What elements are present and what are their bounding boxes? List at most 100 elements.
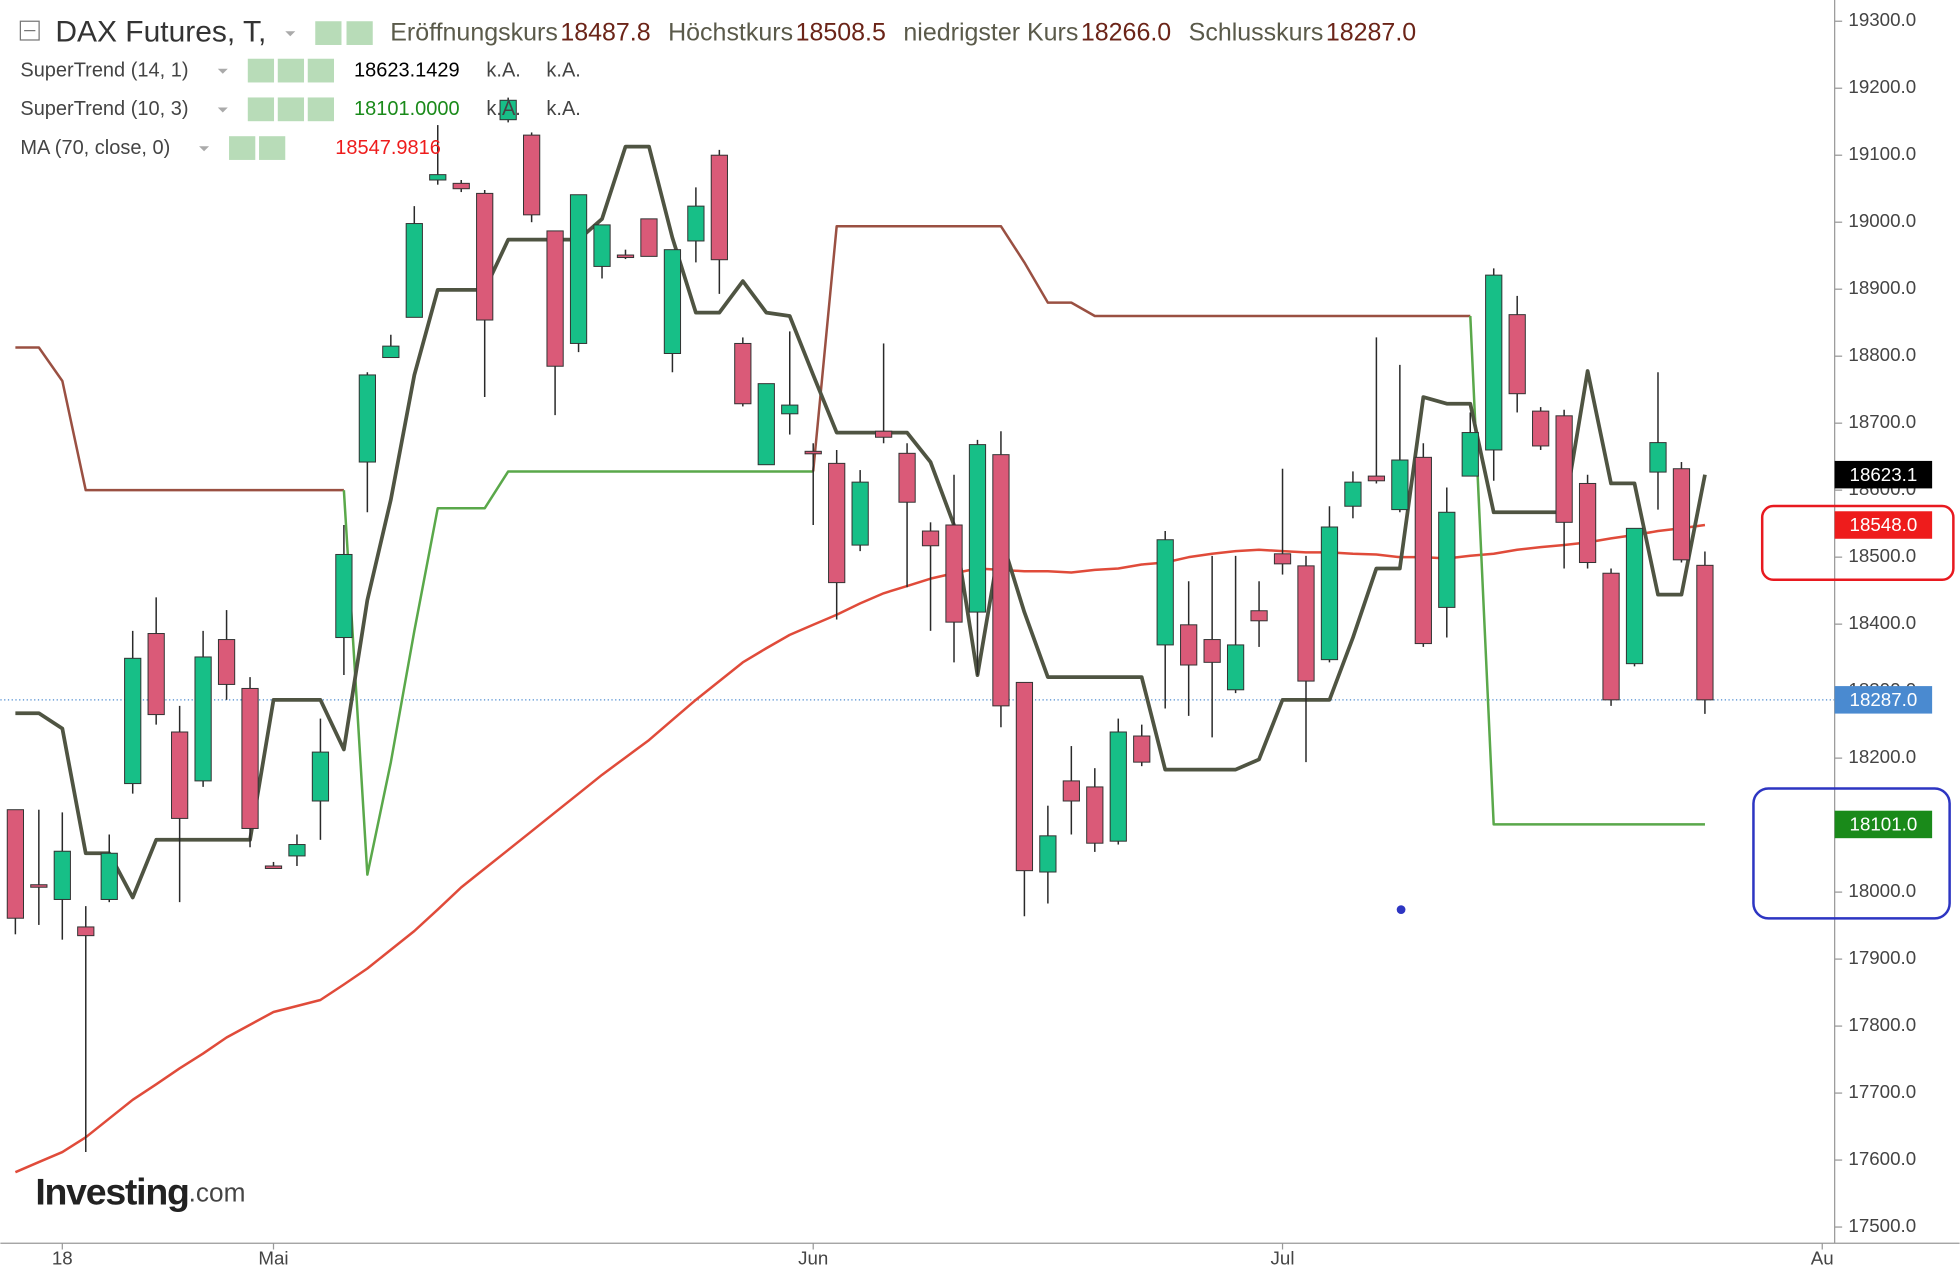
x-tick-label: Au [1811, 1247, 1834, 1268]
indicator-icon[interactable] [277, 58, 305, 83]
candle-body [1086, 786, 1104, 844]
y-tick-label: 19100.0 [1848, 143, 1916, 164]
y-tick-label: 18200.0 [1848, 746, 1916, 767]
candle-body [1273, 553, 1292, 565]
eye-icon[interactable] [315, 21, 342, 45]
legend-value: 18623.1429 [354, 60, 460, 82]
candle-body [663, 249, 682, 355]
candle-body [1485, 274, 1503, 451]
candle-body [828, 462, 846, 584]
candle-body [945, 524, 963, 623]
legend-note: k.A. [546, 98, 580, 120]
plot-area [0, 97, 1835, 1174]
watermark: Investing.com [35, 1170, 245, 1212]
dropdown-caret[interactable] [217, 68, 228, 74]
y-tick-label: 18500.0 [1848, 545, 1916, 566]
collapse-icon[interactable] [19, 20, 40, 41]
legend-label: MA (70, close, 0) [20, 137, 170, 159]
legend: SuperTrend (14, 1) 18623.1429 k.A. k.A. Supe… [20, 58, 581, 160]
candle-body [53, 850, 71, 900]
candle-body [1250, 610, 1268, 622]
indicator-icon[interactable] [307, 58, 335, 83]
candle-body [288, 844, 306, 857]
candle-body [30, 884, 48, 888]
candle-body [921, 530, 940, 547]
candle-body [1532, 410, 1550, 447]
candle-body [1461, 432, 1479, 477]
candle-body [710, 154, 728, 261]
candle-body [898, 452, 916, 503]
candle-body [1062, 780, 1080, 802]
dropdown-caret[interactable] [217, 107, 228, 113]
legend-label: SuperTrend (14, 1) [20, 60, 188, 82]
price-badge [1834, 460, 1933, 489]
summary-label: niedrigster Kurs [903, 18, 1078, 46]
candle-body [452, 182, 470, 190]
candle-body [757, 383, 775, 466]
candle-body [734, 342, 752, 405]
candle-body [804, 450, 822, 455]
legend-value: 18101.0000 [354, 98, 460, 120]
candle-body [429, 174, 447, 181]
candle-body [1133, 735, 1151, 763]
candle-body [992, 454, 1010, 707]
y-tick-label: 18000.0 [1848, 880, 1916, 901]
candle-body [124, 657, 142, 785]
indicator-icon[interactable] [307, 97, 335, 122]
indicator-icon[interactable] [229, 136, 256, 160]
y-tick-label: 18400.0 [1848, 612, 1916, 633]
summary-value: 18287.0 [1326, 18, 1416, 46]
summary-label: Höchstkurs [668, 18, 793, 46]
legend-value: 18547.9816 [335, 137, 441, 159]
indicator-line [1469, 315, 1705, 826]
candle-body [1156, 539, 1174, 646]
candle-body [1344, 481, 1362, 507]
dropdown-caret[interactable] [199, 146, 210, 152]
indicator-icon[interactable] [259, 136, 286, 160]
candle-body [593, 224, 611, 267]
header: DAX Futures, T, Eröffnungskurs 18487.8 Höc… [19, 16, 1416, 49]
price-badge [1834, 511, 1933, 539]
summary-value: 18266.0 [1081, 18, 1171, 46]
marker-dot [1396, 905, 1406, 915]
candle-body [781, 404, 799, 415]
candle-body [100, 852, 118, 900]
y-tick-label: 19200.0 [1848, 76, 1916, 97]
price-badge [1834, 810, 1933, 839]
indicator-line [342, 470, 814, 876]
y-tick-label: 17600.0 [1848, 1148, 1916, 1169]
y-tick-label: 17500.0 [1848, 1215, 1916, 1236]
candle-body [1578, 482, 1597, 564]
settings-icon[interactable] [346, 21, 373, 45]
candle-body [546, 230, 564, 367]
candle-body [1180, 624, 1198, 666]
candle-body [1696, 564, 1714, 701]
highlight-box [1752, 787, 1951, 920]
legend-note: k.A. [486, 98, 520, 120]
indicator-icon[interactable] [247, 97, 275, 122]
candle-body [171, 731, 189, 819]
candle-body [358, 374, 376, 463]
y-tick-label: 19000.0 [1848, 210, 1916, 231]
candle-body [476, 192, 494, 321]
candle-body [1602, 572, 1620, 701]
candle-body [241, 687, 259, 829]
summary-value: 18487.8 [560, 18, 650, 46]
candle-body [405, 223, 423, 318]
candle-body [1203, 639, 1221, 663]
candle-body [1320, 526, 1339, 661]
y-tick-label: 18900.0 [1848, 277, 1916, 298]
candle-body [687, 205, 705, 242]
indicator-icon[interactable] [277, 97, 305, 122]
indicator-icon[interactable] [247, 58, 275, 83]
y-tick-label: 19300.0 [1848, 9, 1916, 30]
dropdown-caret[interactable] [285, 31, 296, 37]
candle-body [1039, 835, 1057, 873]
highlight-box [1760, 504, 1955, 582]
summary-value: 18508.5 [796, 18, 886, 46]
x-tick-label: Jul [1271, 1247, 1295, 1268]
indicator-line [15, 346, 344, 492]
